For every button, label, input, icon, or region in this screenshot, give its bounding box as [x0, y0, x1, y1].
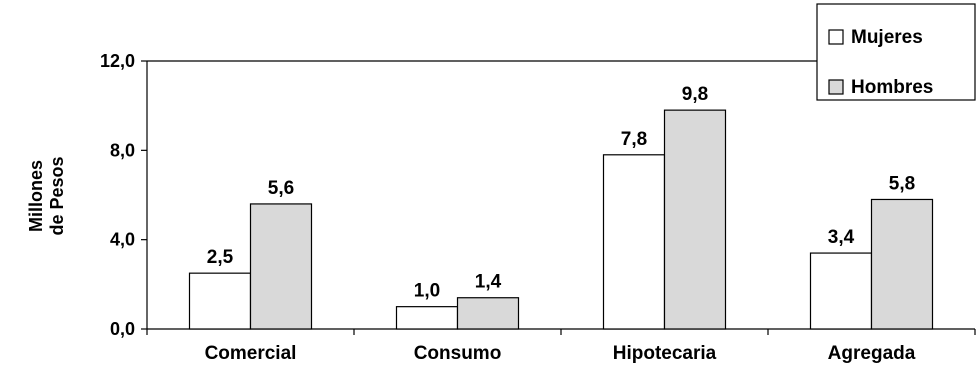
x-tick-label: Consumo: [414, 343, 502, 364]
y-ticks: 0,0 4,0 8,0 12,0: [100, 51, 147, 339]
y-tick-label: 0,0: [110, 319, 135, 339]
bar-mujeres-agregada: [809, 252, 873, 330]
bar-hombres-hipotecaria: [663, 109, 727, 330]
data-label: 5,6: [268, 178, 294, 199]
data-label: 3,4: [828, 227, 855, 248]
y-tick-label: 12,0: [100, 51, 135, 71]
data-label: 9,8: [682, 84, 708, 105]
bar-hombres-agregada: [870, 198, 934, 330]
legend-label-hombres: Hombres: [851, 77, 933, 98]
y-tick-label: 4,0: [110, 230, 135, 250]
bars: 2,5 5,6 1,0 1,4 7,8 9,8 3,4 5,8: [188, 84, 934, 330]
bar-mujeres-hipotecaria: [602, 154, 666, 330]
legend-label-mujeres: Mujeres: [851, 27, 923, 48]
bar-mujeres-comercial: [188, 272, 252, 330]
data-label: 5,8: [889, 173, 915, 194]
bar-hombres-consumo: [456, 297, 520, 330]
data-label: 1,4: [475, 272, 502, 293]
bar-mujeres-consumo: [395, 306, 459, 330]
x-tick-label: Hipotecaria: [613, 343, 717, 364]
y-axis-title-line-2: de Pesos: [47, 156, 67, 235]
data-label: 2,5: [207, 247, 234, 268]
x-tick-label: Comercial: [205, 343, 297, 364]
x-tick-label: Agregada: [828, 343, 916, 364]
x-tick-labels: Comercial Consumo Hipotecaria Agregada: [146, 329, 976, 364]
bar-hombres-comercial: [249, 203, 313, 330]
legend-swatch-hombres: [828, 79, 844, 95]
y-axis-title-line-1: Millones: [26, 160, 46, 232]
legend: Mujeres Hombres: [816, 3, 976, 101]
data-label: 1,0: [414, 281, 440, 302]
data-label: 7,8: [621, 129, 647, 150]
legend-swatch-mujeres: [828, 29, 844, 45]
y-tick-label: 8,0: [110, 140, 135, 160]
